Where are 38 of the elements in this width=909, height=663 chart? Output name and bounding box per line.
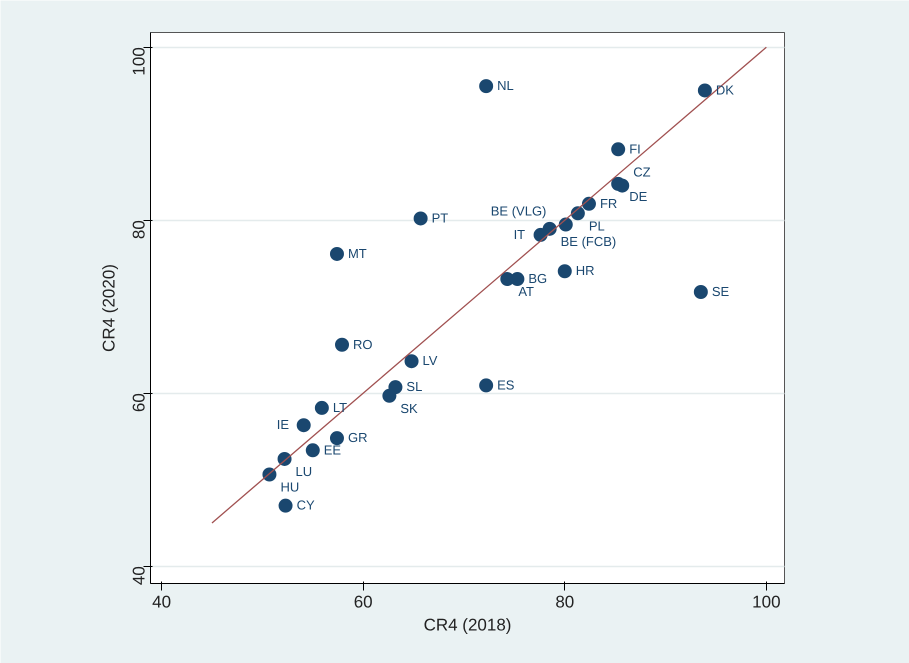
annotation: CZ bbox=[633, 164, 651, 180]
annotation: SL bbox=[406, 379, 422, 394]
annotation: DE bbox=[629, 188, 648, 204]
y-tick-label: 80 bbox=[130, 220, 148, 240]
annotation: NL bbox=[497, 78, 514, 94]
annotation: BG bbox=[528, 271, 548, 286]
annotation: LT bbox=[332, 400, 348, 415]
annotation: GR bbox=[348, 430, 368, 446]
annotation: FR bbox=[600, 196, 618, 211]
annotation: PL bbox=[588, 218, 605, 234]
annotation: EE bbox=[324, 442, 342, 458]
annotation: BE (FCB) bbox=[560, 234, 616, 249]
y-axis-title: CR4 (2020) bbox=[100, 264, 118, 352]
annotation: LV bbox=[422, 353, 438, 368]
x-tick-label: 100 bbox=[752, 592, 781, 612]
annotation: PT bbox=[432, 210, 448, 226]
y-tick-label: 40 bbox=[130, 566, 148, 586]
x-axis-title: CR4 (2018) bbox=[424, 616, 512, 634]
annotation: RO bbox=[353, 336, 373, 352]
annotation: FI bbox=[629, 141, 641, 156]
y-tick-label: 60 bbox=[130, 393, 148, 412]
x-tick-label: 40 bbox=[152, 592, 172, 612]
annotation: DK bbox=[716, 82, 734, 98]
annotation: BE (VLG) bbox=[490, 204, 546, 219]
x-tick-label: 80 bbox=[555, 592, 574, 612]
annotation: SK bbox=[400, 400, 418, 416]
annotation: SE bbox=[712, 284, 730, 299]
annotation: HU bbox=[280, 480, 300, 495]
annotation: HR bbox=[576, 263, 595, 278]
annotation: AT bbox=[518, 284, 534, 300]
annotation: IT bbox=[514, 226, 526, 242]
annotation: ES bbox=[497, 377, 515, 392]
annotation: MT bbox=[348, 246, 367, 261]
x-tick-label: 60 bbox=[354, 592, 373, 612]
annotation: IE bbox=[276, 417, 290, 432]
y-tick-label: 100 bbox=[130, 47, 148, 76]
annotation: CY bbox=[296, 498, 315, 513]
annotation: LU bbox=[296, 464, 312, 479]
